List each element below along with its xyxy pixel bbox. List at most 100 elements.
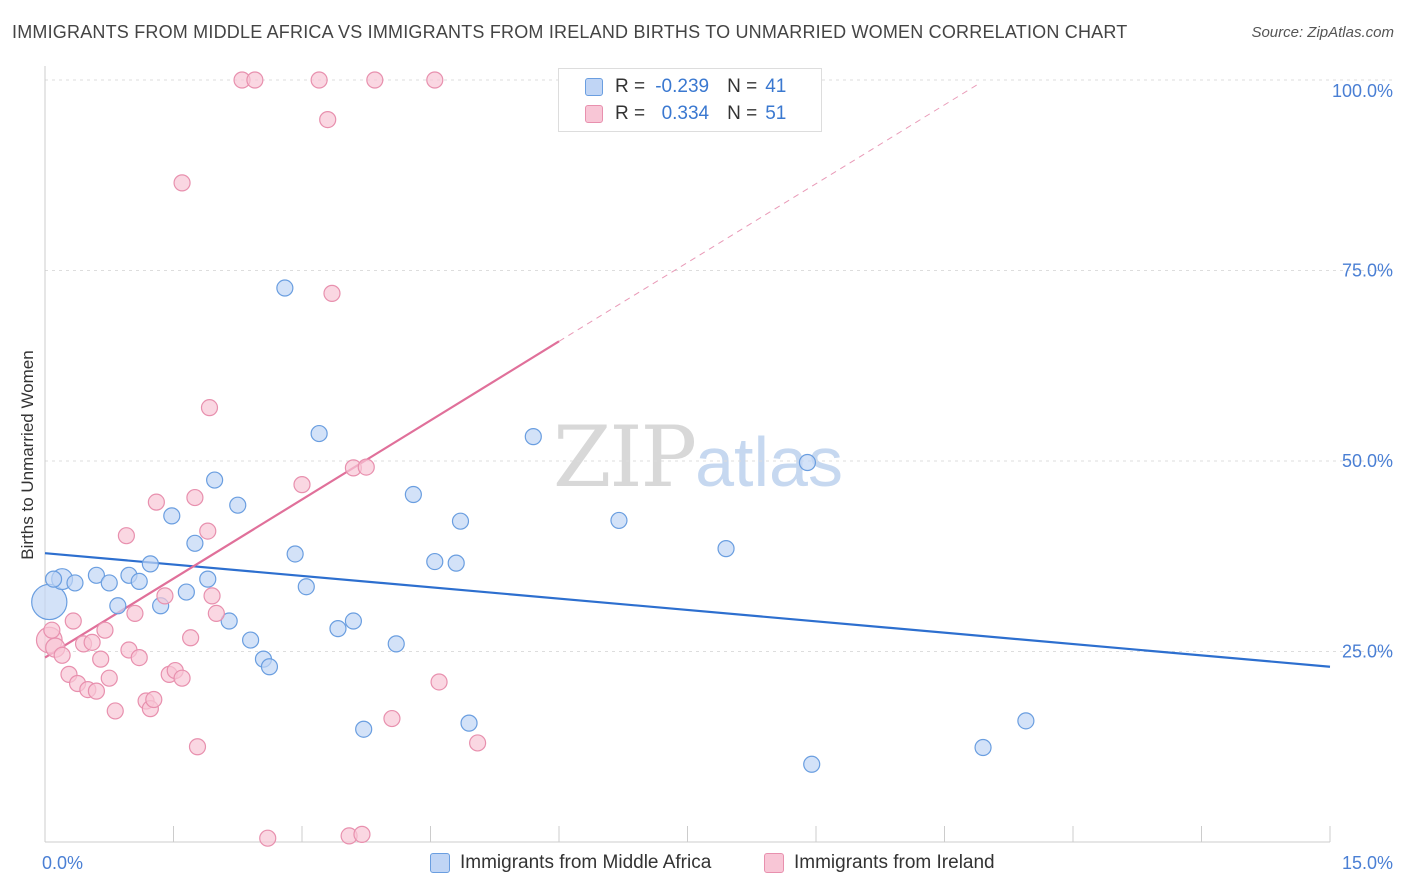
- data-point-middle-africa: [451, 512, 470, 530]
- data-point-ireland: [188, 738, 207, 756]
- legend-label-ireland: Immigrants from Ireland: [794, 852, 995, 873]
- data-point-middle-africa: [974, 738, 992, 757]
- trend-line: [558, 83, 980, 342]
- data-point-middle-africa: [355, 720, 373, 738]
- data-point-ireland: [147, 493, 165, 511]
- data-point-ireland: [53, 646, 71, 664]
- data-point-middle-africa: [524, 428, 542, 446]
- data-point-ireland: [87, 682, 106, 700]
- data-point-ireland: [259, 829, 277, 847]
- data-point-ireland: [156, 587, 174, 605]
- data-point-ireland: [64, 612, 82, 630]
- x-tick-label: 0.0%: [42, 853, 83, 873]
- data-point-middle-africa: [447, 554, 465, 572]
- data-point-middle-africa: [186, 534, 204, 552]
- data-point-ireland: [145, 690, 163, 709]
- legend-row-middle-africa: R = -0.239 N = 41: [559, 74, 786, 100]
- legend-row-ireland: R = 0.334 N = 51: [559, 101, 786, 127]
- data-point-ireland: [353, 825, 371, 843]
- data-point-ireland: [207, 604, 225, 623]
- trend-line: [44, 340, 560, 659]
- data-point-ireland: [130, 648, 148, 667]
- data-point-middle-africa: [717, 540, 735, 558]
- legend-item-middle-africa: Immigrants from Middle Africa: [430, 852, 711, 874]
- data-point-middle-africa: [610, 511, 628, 530]
- data-point-ireland: [293, 476, 311, 494]
- legend-swatch-pink: [585, 105, 603, 123]
- grid-lines: [45, 79, 1392, 652]
- tick-labels: 25.0% 50.0% 75.0% 100.0% 0.0% 15.0%: [42, 81, 1393, 873]
- legend-r-label: R =: [615, 103, 646, 124]
- trend-line: [44, 552, 1331, 668]
- data-point-ireland: [430, 673, 448, 691]
- x-tick-label: 15.0%: [1342, 853, 1393, 873]
- source-label: Source: ZipAtlas.com: [1251, 24, 1394, 41]
- data-point-ireland: [366, 71, 384, 89]
- y-tick-label: 25.0%: [1342, 642, 1393, 662]
- data-point-middle-africa: [404, 485, 422, 504]
- data-point-middle-africa: [229, 496, 247, 514]
- legend-n-value: 51: [765, 103, 787, 124]
- y-tick-label: 75.0%: [1342, 261, 1393, 281]
- watermark: ZIPatlas: [553, 408, 843, 506]
- data-point-ireland: [106, 702, 124, 720]
- data-point-middle-africa: [100, 574, 118, 592]
- legend-n-value: 41: [765, 76, 787, 97]
- y-tick-label: 100.0%: [1332, 81, 1393, 101]
- legend-swatch-middle-africa: [430, 853, 450, 873]
- data-point-middle-africa: [163, 507, 181, 525]
- data-point-ireland: [173, 669, 191, 687]
- data-point-middle-africa: [87, 566, 106, 584]
- data-point-ireland: [357, 458, 375, 476]
- data-point-middle-africa: [199, 570, 217, 588]
- data-point-middle-africa: [426, 552, 444, 571]
- data-point-middle-africa: [130, 572, 148, 590]
- data-point-ireland: [43, 621, 61, 639]
- data-point-middle-africa: [242, 631, 260, 649]
- data-point-middle-africa: [387, 635, 405, 653]
- legend-swatch-ireland: [764, 853, 784, 873]
- legend-r-value: -0.239: [655, 76, 710, 97]
- data-point-ireland: [100, 669, 118, 687]
- data-point-middle-africa: [798, 453, 817, 472]
- y-tick-label: 50.0%: [1342, 451, 1393, 471]
- data-point-ireland: [203, 587, 221, 605]
- data-point-ireland: [246, 71, 264, 89]
- data-point-ireland: [117, 527, 135, 545]
- data-point-ireland: [323, 284, 341, 302]
- legend-n-label: N =: [727, 103, 758, 124]
- legend-n-label: N =: [727, 76, 758, 97]
- data-point-ireland: [199, 522, 217, 540]
- data-point-middle-africa: [44, 570, 63, 588]
- data-point-middle-africa: [206, 471, 224, 489]
- data-point-middle-africa: [344, 612, 362, 630]
- watermark-zip: ZIP: [553, 408, 697, 506]
- data-point-ireland: [383, 709, 401, 728]
- data-point-ireland: [469, 734, 487, 752]
- watermark-atlas: atlas: [695, 423, 843, 501]
- data-points: [31, 71, 1035, 847]
- data-point-middle-africa: [286, 545, 304, 563]
- data-point-ireland: [83, 633, 101, 651]
- data-point-ireland: [319, 111, 337, 129]
- data-point-ireland: [182, 629, 200, 647]
- data-point-middle-africa: [276, 279, 294, 297]
- data-point-ireland: [200, 399, 219, 417]
- data-point-middle-africa: [310, 424, 328, 443]
- data-point-ireland: [96, 621, 114, 639]
- legend-swatch-blue: [585, 78, 603, 96]
- data-point-middle-africa: [177, 583, 195, 601]
- data-point-ireland: [173, 174, 191, 192]
- data-point-ireland: [310, 71, 328, 89]
- axes: [44, 66, 1331, 843]
- legend-item-ireland: Immigrants from Ireland: [764, 852, 995, 874]
- data-point-middle-africa: [297, 578, 315, 596]
- data-point-middle-africa: [460, 714, 478, 732]
- trend-lines: [44, 83, 1331, 668]
- series-legend: Immigrants from Middle Africa Immigrants…: [0, 852, 1406, 878]
- data-point-ireland: [92, 650, 110, 668]
- data-point-ireland: [426, 71, 444, 89]
- data-point-middle-africa: [66, 574, 84, 592]
- legend-r-value: 0.334: [661, 103, 710, 124]
